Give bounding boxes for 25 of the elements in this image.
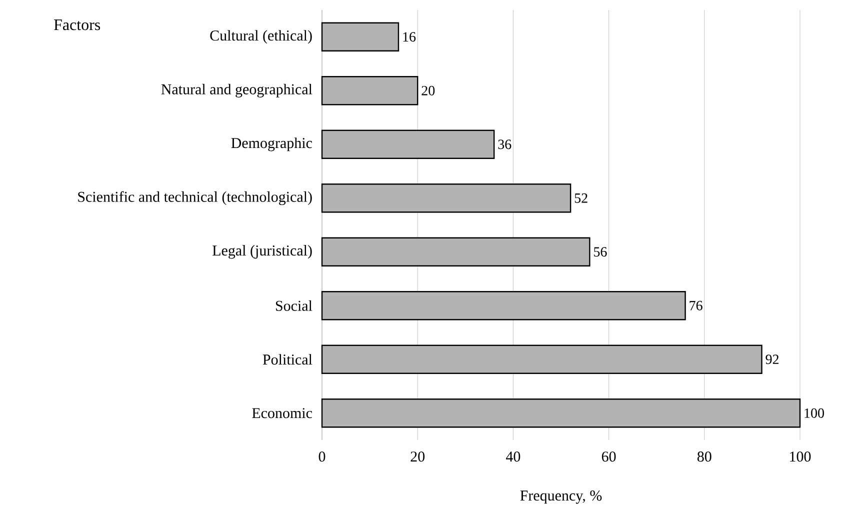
x-axis-title: Frequency, % <box>520 490 602 504</box>
data-label: 92 <box>766 354 779 364</box>
x-tick-label: 80 <box>697 452 712 462</box>
bar <box>321 22 400 52</box>
data-label: 20 <box>422 86 435 96</box>
y-tick-label: Cultural (ethical) <box>210 30 312 44</box>
data-label: 76 <box>690 300 702 310</box>
y-tick-label: Social <box>276 300 312 311</box>
y-tick-label: Legal (juristical) <box>212 245 312 259</box>
y-tick-label: Natural and geographical <box>161 84 312 98</box>
data-label: 56 <box>594 247 607 257</box>
x-tick-label: 0 <box>318 452 326 462</box>
y-axis-title: Factors <box>54 20 100 30</box>
y-tick-label: Demographic <box>231 138 312 152</box>
data-label: 52 <box>574 193 588 203</box>
data-label: 16 <box>403 32 416 42</box>
x-tick-label: 60 <box>602 452 616 462</box>
x-tick-label: 100 <box>790 452 811 462</box>
x-tick-label: 20 <box>410 452 425 462</box>
y-tick-label: Scientific and technical (technological) <box>78 191 312 206</box>
y-tick-label: Political <box>262 354 312 365</box>
data-label: 100 <box>804 408 824 418</box>
x-tick-label: 40 <box>506 452 520 462</box>
data-label: 36 <box>498 140 512 150</box>
y-tick-label: Economic <box>252 408 312 418</box>
